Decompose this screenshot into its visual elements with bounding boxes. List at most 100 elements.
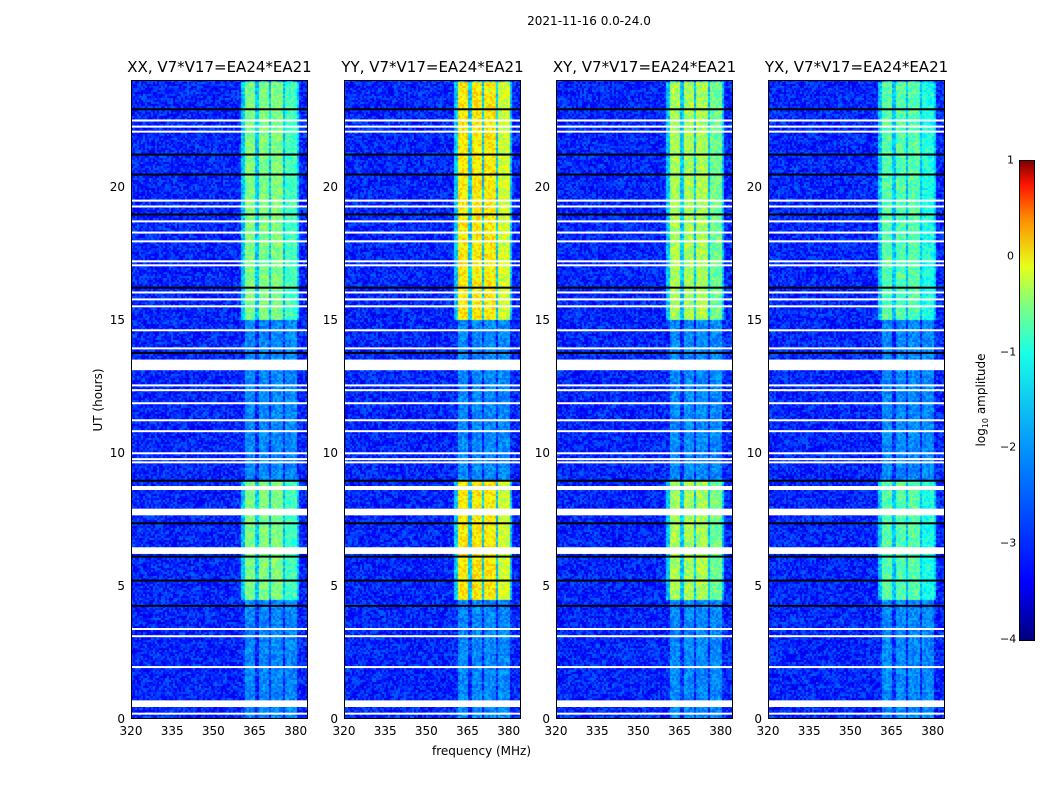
flagged-line bbox=[131, 125, 308, 128]
gap-line bbox=[768, 213, 945, 216]
flagged-line bbox=[556, 260, 733, 263]
flagged-line bbox=[556, 329, 733, 332]
gap-line bbox=[556, 579, 733, 582]
flagged-line bbox=[556, 119, 733, 122]
flagged-line bbox=[768, 291, 945, 294]
flagged-interval bbox=[768, 508, 945, 516]
y-tick-label: 20 bbox=[746, 179, 762, 194]
gap-line bbox=[768, 522, 945, 525]
panel-yx: YX, V7*V17=EA24*EA21 320 335 350 365 380 0 5 10 1… bbox=[747, 58, 948, 738]
y-tick-label: 0 bbox=[330, 712, 338, 726]
flagged-line bbox=[768, 240, 945, 243]
flagged-interval bbox=[556, 508, 733, 516]
gap-line bbox=[556, 213, 733, 216]
flagged-interval bbox=[556, 700, 733, 708]
y-tick-label: 5 bbox=[542, 578, 550, 593]
flagged-line bbox=[556, 402, 733, 405]
gap-line bbox=[556, 173, 733, 176]
gap-line bbox=[344, 604, 521, 607]
colorbar-tick-label: −2 bbox=[1000, 440, 1017, 454]
flagged-line bbox=[556, 452, 733, 455]
flagged-interval bbox=[768, 547, 945, 554]
gap-line bbox=[768, 173, 945, 176]
flagged-line bbox=[131, 452, 308, 455]
x-tick-label: 320 bbox=[332, 724, 356, 738]
x-tick-label: 365 bbox=[668, 724, 691, 738]
flagged-line bbox=[768, 260, 945, 263]
gap-line bbox=[131, 108, 308, 111]
flagged-line bbox=[131, 199, 308, 202]
flagged-interval bbox=[344, 508, 521, 516]
flagged-line bbox=[131, 461, 308, 464]
x-tick-label: 350 bbox=[414, 724, 438, 738]
gap-line bbox=[556, 351, 733, 354]
gap-line bbox=[344, 351, 521, 354]
colorbar-tick-label: −1 bbox=[1000, 345, 1017, 359]
flagged-interval bbox=[131, 700, 308, 708]
flagged-line bbox=[556, 419, 733, 422]
panel-yy: YY, V7*V17=EA24*EA21 320 335 350 365 380 0 5 10 1… bbox=[323, 58, 524, 738]
heatmap-canvas bbox=[556, 80, 733, 719]
gap-line bbox=[131, 153, 308, 156]
x-tick-label: 335 bbox=[160, 724, 184, 738]
flagged-line bbox=[344, 430, 521, 433]
flagged-line bbox=[556, 347, 733, 350]
gap-line bbox=[131, 579, 308, 582]
y-tick-label: 10 bbox=[109, 445, 125, 460]
gap-line bbox=[768, 579, 945, 582]
flagged-line bbox=[344, 119, 521, 122]
flagged-line bbox=[556, 264, 733, 267]
gap-line bbox=[344, 173, 521, 176]
gap-line bbox=[768, 286, 945, 289]
flagged-line bbox=[131, 430, 308, 433]
gap-line bbox=[556, 286, 733, 289]
flagged-line bbox=[556, 389, 733, 392]
heatmap-canvas bbox=[768, 80, 945, 719]
gap-line bbox=[768, 351, 945, 354]
flagged-line bbox=[344, 347, 521, 350]
flagged-line bbox=[556, 384, 733, 387]
flagged-line bbox=[768, 635, 945, 638]
flagged-line bbox=[344, 298, 521, 301]
y-tick-label: 5 bbox=[754, 578, 762, 593]
flagged-line bbox=[556, 305, 733, 308]
x-tick-label: 380 bbox=[921, 724, 945, 738]
flagged-interval bbox=[344, 700, 521, 708]
flagged-line bbox=[131, 240, 308, 243]
flagged-line bbox=[131, 291, 308, 294]
x-tick-label: 320 bbox=[756, 724, 780, 738]
flagged-line bbox=[344, 419, 521, 422]
flagged-line bbox=[131, 231, 308, 234]
gap-line bbox=[131, 351, 308, 354]
x-tick-label: 335 bbox=[585, 724, 609, 738]
colorbar-tick-label: 1 bbox=[1007, 153, 1014, 167]
flagged-line bbox=[768, 628, 945, 631]
panel-title: XX, V7*V17=EA24*EA21 bbox=[127, 58, 312, 76]
flagged-line bbox=[768, 264, 945, 267]
flagged-line bbox=[131, 329, 308, 332]
flagged-line bbox=[768, 205, 945, 208]
flagged-interval bbox=[344, 486, 521, 491]
flagged-line bbox=[768, 461, 945, 464]
flagged-interval bbox=[768, 359, 945, 371]
colorbar-label: log10 amplitude bbox=[973, 353, 991, 447]
gap-line bbox=[344, 555, 521, 558]
gap-line bbox=[768, 555, 945, 558]
flagged-line bbox=[556, 628, 733, 631]
y-tick-label: 20 bbox=[109, 179, 125, 194]
flagged-line bbox=[131, 389, 308, 392]
panel-xx: XX, V7*V17=EA24*EA21 320 335 350 365 380 0 5 10 1… bbox=[110, 58, 312, 738]
flagged-line bbox=[768, 130, 945, 133]
gap-line bbox=[131, 213, 308, 216]
heatmap-canvas bbox=[344, 80, 521, 719]
heatmap-canvas bbox=[131, 80, 308, 719]
flagged-line bbox=[344, 384, 521, 387]
y-tick-label: 10 bbox=[534, 445, 550, 460]
gap-line bbox=[556, 555, 733, 558]
flagged-line bbox=[768, 712, 945, 715]
flagged-line bbox=[768, 220, 945, 223]
flagged-line bbox=[344, 260, 521, 263]
y-tick-label: 15 bbox=[534, 312, 550, 327]
flagged-line bbox=[768, 430, 945, 433]
